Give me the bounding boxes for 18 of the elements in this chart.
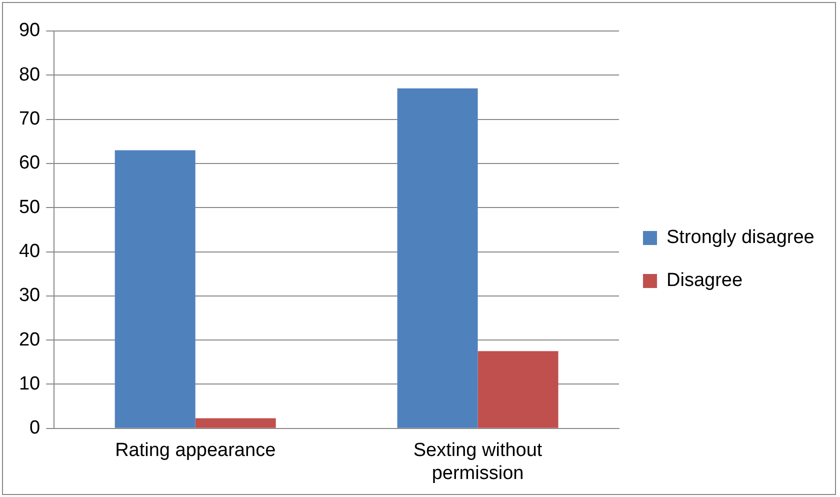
y-tick-label: 30 [18, 285, 40, 306]
y-tick-label: 40 [18, 241, 40, 262]
y-tick-label: 80 [18, 64, 40, 86]
y-tick-label: 90 [18, 20, 40, 42]
bar [114, 150, 196, 428]
bar [397, 88, 478, 428]
x-tick-label: Sexting without permission [413, 440, 543, 484]
legend-label: Strongly disagree [666, 227, 814, 248]
bar [195, 418, 276, 428]
x-tick-label: Rating appearance [115, 440, 276, 462]
bar [478, 351, 558, 428]
y-tick-label: 20 [18, 329, 40, 350]
y-tick-label: 60 [18, 152, 40, 174]
y-tick-label: 50 [18, 196, 40, 218]
y-tick-label: 10 [18, 373, 40, 394]
y-tick-label: 0 [30, 418, 40, 439]
y-tick-label: 70 [18, 108, 40, 130]
legend-label: Disagree [666, 270, 743, 292]
